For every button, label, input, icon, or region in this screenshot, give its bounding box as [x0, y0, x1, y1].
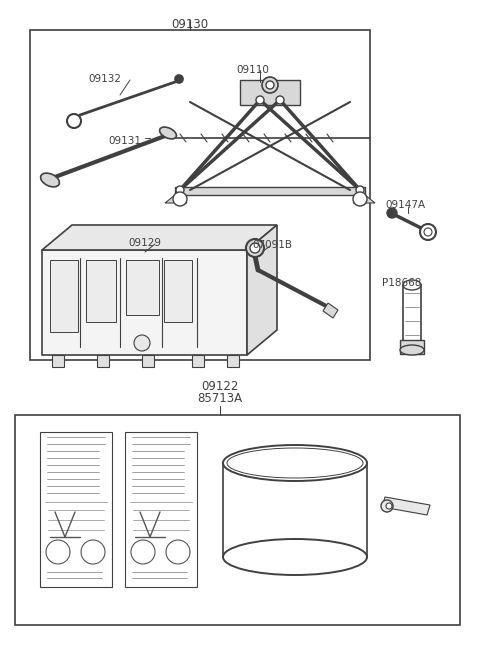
- Polygon shape: [42, 250, 247, 355]
- Bar: [192, 355, 204, 367]
- Ellipse shape: [403, 280, 421, 290]
- Circle shape: [387, 208, 397, 218]
- Polygon shape: [353, 195, 375, 203]
- Bar: [86, 260, 116, 322]
- Polygon shape: [247, 225, 277, 355]
- Bar: [142, 355, 154, 367]
- Circle shape: [276, 96, 284, 104]
- Polygon shape: [382, 497, 430, 515]
- Text: 09131: 09131: [108, 136, 141, 146]
- Bar: [240, 80, 300, 105]
- Bar: [126, 260, 159, 315]
- Polygon shape: [165, 195, 187, 203]
- Text: 09130: 09130: [171, 18, 209, 31]
- Ellipse shape: [227, 448, 363, 478]
- Circle shape: [131, 540, 155, 564]
- Bar: [15, 415, 460, 625]
- Circle shape: [386, 503, 392, 509]
- Circle shape: [166, 540, 190, 564]
- Circle shape: [266, 81, 274, 89]
- Text: 09122: 09122: [201, 380, 239, 393]
- Text: 09132: 09132: [88, 74, 121, 84]
- Bar: [403, 285, 421, 350]
- Circle shape: [175, 75, 183, 83]
- Circle shape: [353, 192, 367, 206]
- Bar: [400, 340, 424, 354]
- Circle shape: [176, 186, 184, 194]
- Ellipse shape: [41, 173, 60, 187]
- Ellipse shape: [223, 445, 367, 481]
- Circle shape: [67, 114, 81, 128]
- Text: 07091B: 07091B: [252, 240, 292, 250]
- Ellipse shape: [400, 345, 424, 355]
- Circle shape: [262, 77, 278, 93]
- Circle shape: [356, 186, 364, 194]
- Bar: [227, 355, 239, 367]
- Bar: [30, 30, 370, 360]
- Polygon shape: [42, 225, 277, 250]
- Bar: [97, 355, 109, 367]
- Ellipse shape: [223, 539, 367, 575]
- Circle shape: [81, 540, 105, 564]
- Bar: [125, 432, 197, 587]
- Ellipse shape: [159, 127, 177, 139]
- Circle shape: [256, 96, 264, 104]
- Bar: [50, 260, 78, 332]
- Circle shape: [424, 228, 432, 236]
- Circle shape: [246, 239, 264, 257]
- Polygon shape: [323, 303, 338, 318]
- Bar: [40, 432, 112, 587]
- Circle shape: [250, 243, 260, 253]
- Text: 09147A: 09147A: [385, 200, 425, 210]
- Circle shape: [173, 192, 187, 206]
- Bar: [164, 260, 192, 322]
- Bar: [52, 355, 64, 367]
- Text: 09129: 09129: [128, 238, 161, 248]
- Circle shape: [134, 335, 150, 351]
- Circle shape: [381, 500, 393, 512]
- Text: 09110: 09110: [236, 65, 269, 75]
- Text: 85713A: 85713A: [197, 392, 242, 405]
- Text: P18668: P18668: [382, 278, 421, 288]
- Circle shape: [46, 540, 70, 564]
- Circle shape: [420, 224, 436, 240]
- Polygon shape: [175, 187, 365, 195]
